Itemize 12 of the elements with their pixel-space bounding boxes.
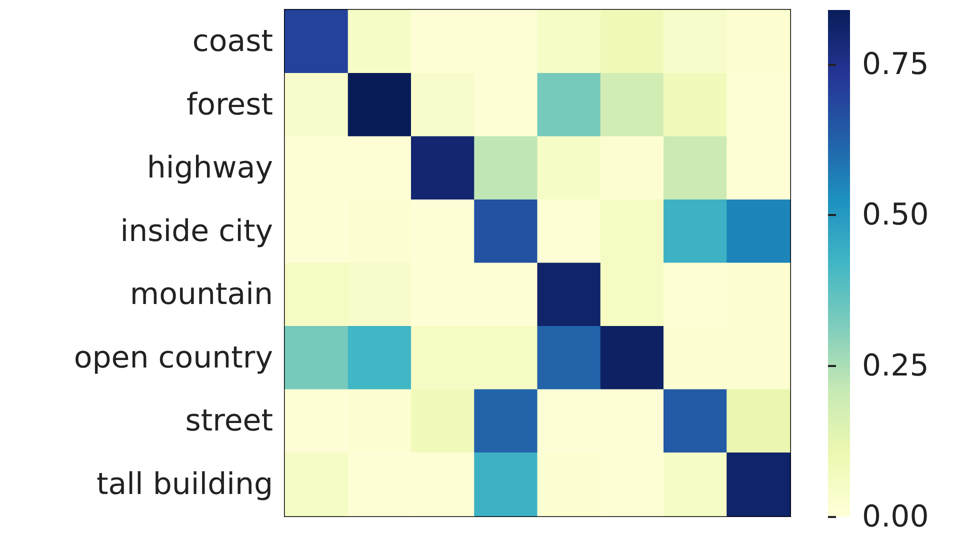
y-tick-label: highway: [146, 150, 273, 186]
y-tick-label: open country: [74, 340, 273, 376]
color-bar-label: 0.25: [862, 348, 929, 384]
y-tick-label: tall building: [96, 466, 273, 502]
color-bar-label: 0.75: [862, 46, 929, 82]
color-bar-label: 0.00: [862, 500, 929, 534]
y-tick-label: inside city: [120, 214, 273, 249]
y-tick-label: street: [185, 404, 274, 439]
color-bar-label: 0.50: [862, 198, 929, 233]
y-tick-label: coast: [192, 24, 274, 60]
y-tick-label: forest: [186, 87, 274, 122]
y-tick-label: mountain: [130, 277, 273, 312]
